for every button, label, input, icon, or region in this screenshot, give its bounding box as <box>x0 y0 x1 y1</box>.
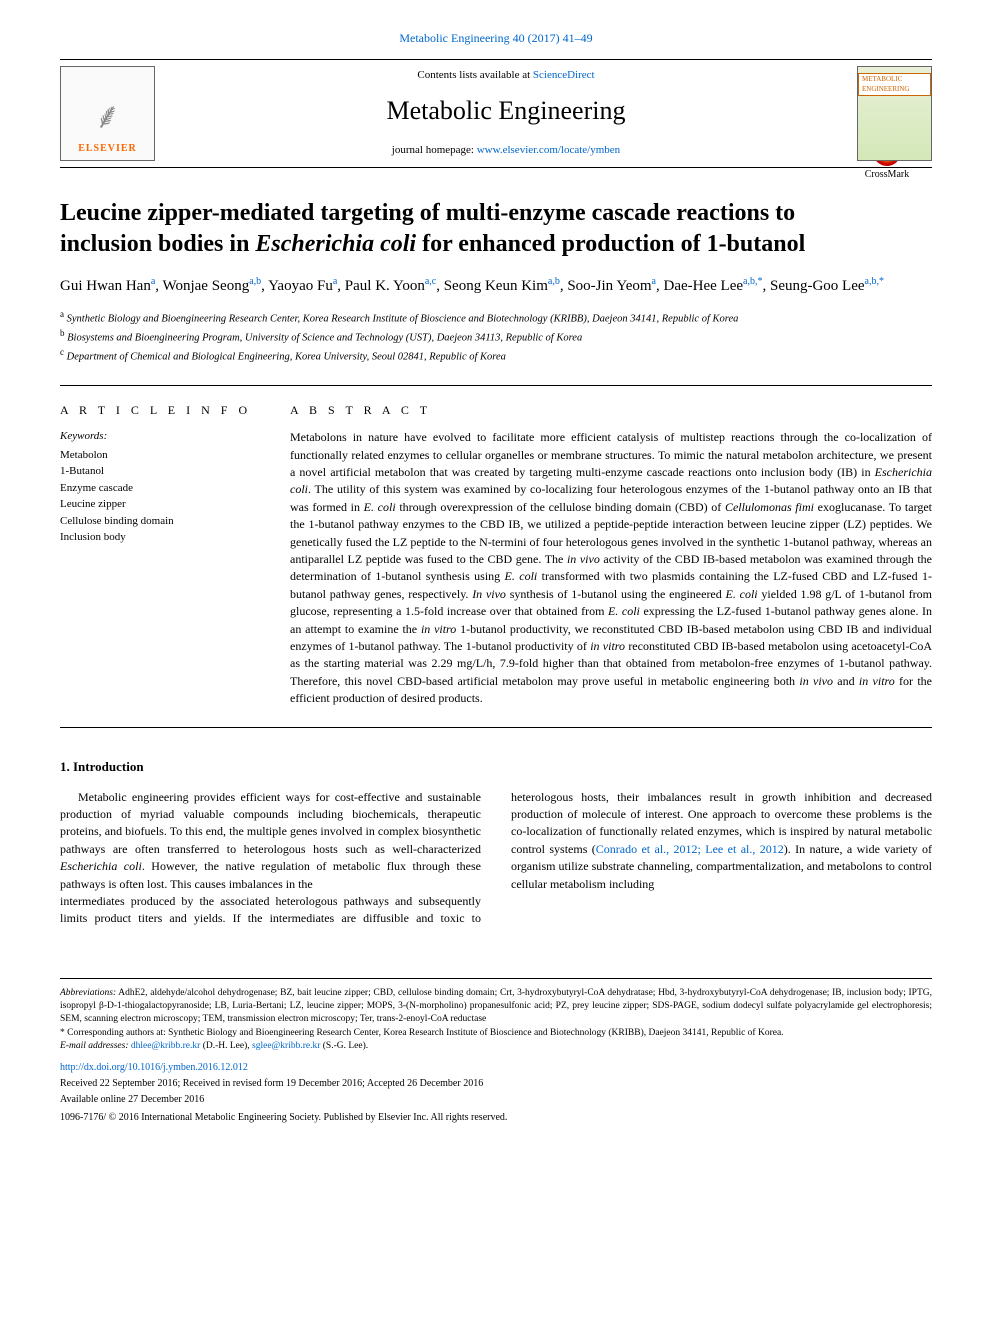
sciencedirect-link[interactable]: ScienceDirect <box>533 69 595 81</box>
intro-p1: Metabolic engineering provides efficient… <box>60 789 481 893</box>
article-history: Received 22 September 2016; Received in … <box>60 1077 932 1091</box>
contents-prefix: Contents lists available at <box>417 69 532 81</box>
corresponding-author: * Corresponding authors at: Synthetic Bi… <box>60 1027 932 1040</box>
masthead-center: Contents lists available at ScienceDirec… <box>155 68 857 159</box>
elsevier-tree-icon: ⸙ <box>94 91 121 141</box>
title-species: Escherichia coli <box>255 231 416 257</box>
abstract: A B S T R A C T Metabolons in nature hav… <box>290 402 932 707</box>
email1-name: (D.-H. Lee), <box>200 1041 252 1051</box>
elsevier-label: ELSEVIER <box>78 142 137 156</box>
homepage-line: journal homepage: www.elsevier.com/locat… <box>175 143 837 158</box>
abstract-text: Metabolons in nature have evolved to fac… <box>290 429 932 707</box>
abbrev-label: Abbreviations: <box>60 988 116 998</box>
intro-heading: 1. Introduction <box>60 758 932 776</box>
abbrev-text: AdhE2, aldehyde/alcohol dehydrogenase; B… <box>60 988 932 1025</box>
email1-link[interactable]: dhlee@kribb.re.kr <box>131 1041 200 1051</box>
article-info: A R T I C L E I N F O Keywords: Metabolo… <box>60 402 260 707</box>
copyright: 1096-7176/ © 2016 International Metaboli… <box>60 1111 932 1125</box>
article-title: Leucine zipper-mediated targeting of mul… <box>60 198 932 260</box>
article-info-heading: A R T I C L E I N F O <box>60 402 260 419</box>
homepage-prefix: journal homepage: <box>392 144 477 156</box>
available-online: Available online 27 December 2016 <box>60 1093 932 1107</box>
keywords-label: Keywords: <box>60 429 260 444</box>
keywords-list: Metabolon1-ButanolEnzyme cascadeLeucine … <box>60 447 260 546</box>
cover-badge: METABOLIC ENGINEERING <box>858 73 931 97</box>
email2-link[interactable]: sglee@kribb.re.kr <box>252 1041 320 1051</box>
journal-name: Metabolic Engineering <box>175 93 837 129</box>
email2-name: (S.-G. Lee). <box>320 1041 368 1051</box>
abstract-heading: A B S T R A C T <box>290 402 932 419</box>
title-part2: for enhanced production of 1-butanol <box>416 231 805 257</box>
introduction-section: 1. Introduction Metabolic engineering pr… <box>60 758 932 927</box>
crossmark-label: CrossMark <box>865 169 909 180</box>
divider <box>60 727 932 728</box>
email-line: E-mail addresses: dhlee@kribb.re.kr (D.-… <box>60 1040 932 1053</box>
intro-body: Metabolic engineering provides efficient… <box>60 789 932 928</box>
elsevier-logo: ⸙ ELSEVIER <box>60 66 155 161</box>
email-label: E-mail addresses: <box>60 1041 129 1051</box>
affiliations: a Synthetic Biology and Bioengineering R… <box>60 308 932 366</box>
journal-cover: METABOLIC ENGINEERING <box>857 66 932 161</box>
homepage-link[interactable]: www.elsevier.com/locate/ymben <box>477 144 620 156</box>
authors: Gui Hwan Hana, Wonjae Seonga,b, Yaoyao F… <box>60 274 932 298</box>
contents-line: Contents lists available at ScienceDirec… <box>175 68 837 83</box>
masthead: ⸙ ELSEVIER Contents lists available at S… <box>60 59 932 168</box>
footnotes: Abbreviations: AdhE2, aldehyde/alcohol d… <box>60 978 932 1125</box>
journal-citation[interactable]: Metabolic Engineering 40 (2017) 41–49 <box>60 30 932 47</box>
doi-link[interactable]: http://dx.doi.org/10.1016/j.ymben.2016.1… <box>60 1061 932 1075</box>
divider <box>60 385 932 386</box>
abbreviations: Abbreviations: AdhE2, aldehyde/alcohol d… <box>60 987 932 1027</box>
